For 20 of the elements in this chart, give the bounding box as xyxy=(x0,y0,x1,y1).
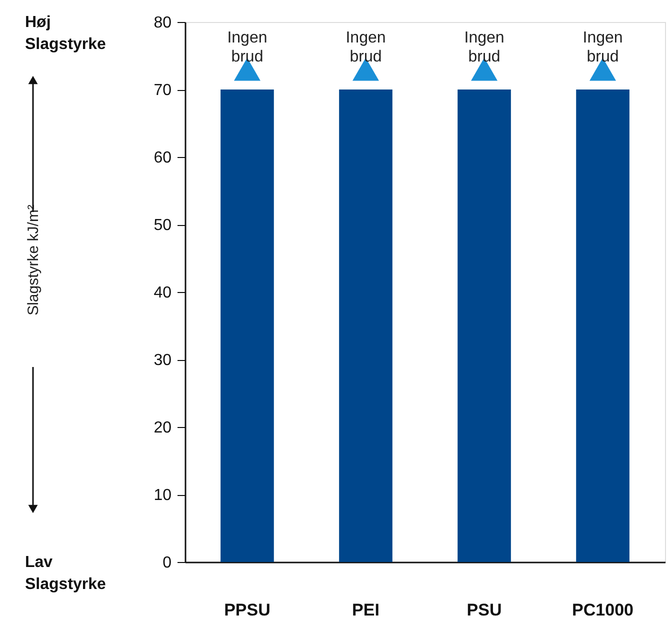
x-tick-label: PC1000 xyxy=(572,600,634,620)
annotation: Ingen brud xyxy=(227,30,268,66)
y-tick-label: 50 xyxy=(154,217,172,234)
annotation: Ingen brud xyxy=(582,30,623,66)
y-tick-label: 70 xyxy=(154,82,172,99)
annotation: Ingen brud xyxy=(464,30,504,66)
y-tick-label: 10 xyxy=(154,487,172,504)
x-tick-label: PEI xyxy=(352,600,380,620)
y-tick-label: 40 xyxy=(154,284,172,302)
y-tick-label: 0 xyxy=(162,554,172,572)
text: Lav Slagstyrke xyxy=(25,554,106,593)
x-tick-label: PSU xyxy=(466,600,502,620)
y-tick-label: 60 xyxy=(154,150,172,166)
annotation: Ingen brud xyxy=(346,30,386,66)
text: Slagstyrke kJ/m² xyxy=(25,204,42,316)
y-tick-label: 20 xyxy=(154,420,172,436)
y-tick-label: 80 xyxy=(154,14,172,32)
x-tick-label: PPSU xyxy=(224,600,270,620)
y-tick-label: 30 xyxy=(154,352,172,369)
text: Høj Slagstyrke xyxy=(25,14,106,53)
